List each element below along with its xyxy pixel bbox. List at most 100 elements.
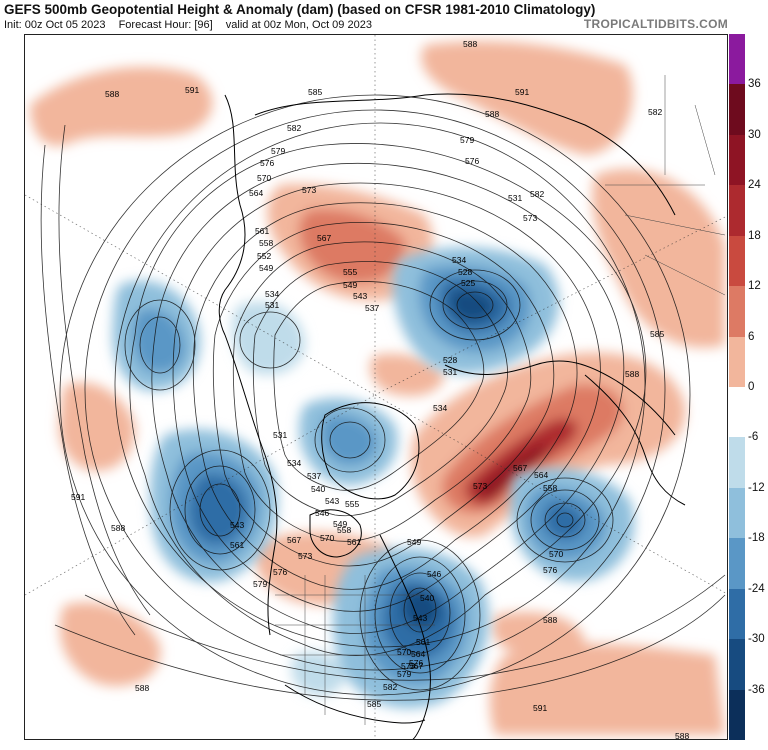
contour-label: 582: [648, 107, 662, 117]
contour-label: 546: [427, 569, 441, 579]
contour-wave-4: [192, 202, 578, 590]
asia-borders: [605, 75, 726, 296]
contour-label: 588: [675, 731, 689, 740]
contour-label: 579: [397, 669, 411, 679]
contour-label: 558: [337, 525, 351, 535]
contour-south-585: [84, 574, 726, 681]
coast-hudson-bay: [309, 509, 362, 558]
colorbar-segment: [729, 84, 745, 136]
contour-label: 540: [420, 593, 434, 603]
contour-west-low-2: [184, 465, 256, 555]
coast-alaska: [218, 94, 246, 336]
coastlines: [218, 93, 686, 739]
colorbar-segment: [729, 134, 745, 186]
contour-label: 531: [265, 300, 279, 310]
contour-pacific-low-1: [124, 299, 196, 391]
contour-label: 582: [383, 682, 397, 692]
colorbar-label: -24: [748, 582, 765, 595]
contour-label: 579: [253, 579, 267, 589]
meridian-4: [374, 394, 727, 595]
contour-label: 543: [325, 496, 339, 506]
contour-label: 531: [273, 430, 287, 440]
colorbar-segment: [729, 639, 745, 691]
graticule: [25, 35, 727, 739]
contour-label: 576: [543, 565, 557, 575]
chart-title: GEFS 500mb Geopotential Height & Anomaly…: [4, 2, 596, 17]
contour-west-low-1: [169, 449, 271, 571]
contour-wave-8: [273, 281, 485, 491]
height-anomaly-map: 588 591 588 591 588 582 585 582 579 576 …: [24, 34, 728, 740]
contour-hudson-low-2: [329, 421, 371, 459]
anomaly-east-atlantic: [489, 643, 725, 735]
contour-label: 567: [513, 463, 527, 473]
contour-label: 531: [508, 193, 522, 203]
contour-label: 573: [401, 661, 415, 671]
contour-west-588: [58, 124, 151, 616]
contour-label: 549: [333, 519, 347, 529]
contour-label: 588: [463, 39, 477, 49]
contour-label: 582: [530, 189, 544, 199]
colorbar-label: -12: [748, 481, 765, 494]
contour-label: 567: [409, 661, 423, 671]
chart-subtitle: Init: 00z Oct 05 2023 Forecast Hour: [96…: [4, 19, 382, 31]
anomaly-arctic-center: [370, 353, 445, 396]
contour-label: 591: [71, 492, 85, 502]
colorbar-segment: [729, 437, 745, 489]
coast-russia-arctic: [444, 360, 676, 436]
colorbar-segment: [729, 689, 745, 741]
contour-label: 549: [259, 263, 273, 273]
contour-label: 570: [320, 533, 334, 543]
contour-wave-7: [252, 261, 508, 517]
colorbar-segment: [729, 387, 745, 438]
contour-siberia-low-1: [429, 269, 521, 341]
contour-label: 564: [249, 188, 263, 198]
contour-label: 579: [460, 135, 474, 145]
contour-label: 561: [347, 537, 361, 547]
contour-label: 543: [353, 291, 367, 301]
colorbar-segment: [729, 588, 745, 640]
forecast-hour: Forecast Hour: [96]: [118, 19, 213, 31]
colorbar-label: 12: [748, 280, 761, 293]
contour-label: 552: [257, 251, 271, 261]
contour-wave-6: [232, 241, 532, 542]
contour-eastern-us-low-3: [389, 572, 451, 654]
contour-label: 543: [230, 520, 244, 530]
anomaly-north-pacific: [421, 41, 633, 155]
border-lines-2: [605, 75, 726, 296]
contour-label: 525: [461, 278, 475, 288]
contour-label: 585: [308, 87, 322, 97]
us-state-borders: [275, 575, 435, 725]
contour-label: 588: [135, 683, 149, 693]
colorbar-segment: [729, 235, 745, 287]
contour-eastern-us-low-4: [403, 587, 437, 633]
anomaly-colorbar: [729, 34, 745, 741]
contour-alaska-low: [239, 311, 301, 369]
contour-label: 570: [549, 549, 563, 559]
contour-label: 573: [473, 481, 487, 491]
contour-label: 576: [465, 156, 479, 166]
trough-eastern-us-center: [403, 589, 441, 629]
colorbar-label: -6: [748, 431, 759, 444]
colorbar-segment: [729, 185, 745, 237]
contour-label: 573: [298, 551, 312, 561]
contour-ring-2: [84, 109, 666, 671]
anomaly-gulf-of-alaska: [30, 66, 213, 146]
contour-label: 576: [273, 567, 287, 577]
contour-wave-1: [129, 143, 647, 656]
trough-east-atlantic-center: [543, 502, 586, 541]
contour-label: 585: [650, 329, 664, 339]
contour-label: 558: [543, 483, 557, 493]
anomaly-subtropical-atlantic: [491, 611, 585, 659]
contour-label: 543: [413, 613, 427, 623]
contour-label: 540: [311, 484, 325, 494]
colorbar-segment: [729, 286, 745, 338]
contour-label: 570: [397, 647, 411, 657]
colorbar-segment: [729, 538, 745, 590]
site-watermark: TROPICALTIDBITS.COM: [583, 17, 728, 31]
contour-label: 585: [367, 699, 381, 709]
contour-label: 528: [443, 355, 457, 365]
contour-south-588: [54, 594, 726, 701]
colorbar-label: -36: [748, 683, 765, 696]
contour-atlantic-low-2: [530, 489, 600, 551]
coast-siberia: [254, 93, 676, 216]
